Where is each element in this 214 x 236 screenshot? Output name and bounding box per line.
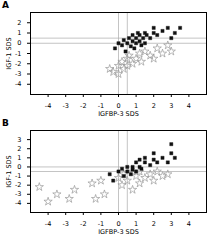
svg-text:-3: -3 bbox=[15, 190, 21, 198]
svg-text:1: 1 bbox=[17, 29, 21, 37]
svg-text:-1: -1 bbox=[97, 220, 105, 229]
svg-text:-3: -3 bbox=[15, 70, 21, 78]
svg-text:IGF-1 SDS: IGF-1 SDS bbox=[5, 37, 13, 70]
svg-text:3: 3 bbox=[169, 220, 173, 228]
html-text:B: B bbox=[2, 118, 9, 128]
svg-text:0: 0 bbox=[116, 102, 121, 111]
svg-text:-3: -3 bbox=[62, 102, 68, 110]
svg-text:-2: -2 bbox=[15, 60, 21, 68]
svg-text:-4: -4 bbox=[45, 220, 51, 228]
svg-text:IGFBP-3 SDS: IGFBP-3 SDS bbox=[98, 228, 139, 236]
svg-text:-3: -3 bbox=[62, 220, 68, 228]
svg-text:IGF-1 SDS: IGF-1 SDS bbox=[5, 155, 13, 188]
svg-text:IGFBP-3 SDS: IGFBP-3 SDS bbox=[98, 110, 139, 118]
svg-text:1: 1 bbox=[134, 220, 139, 229]
svg-text:-4: -4 bbox=[15, 80, 21, 88]
svg-text:-2: -2 bbox=[80, 102, 86, 110]
svg-text:4: 4 bbox=[187, 220, 191, 228]
svg-text:0: 0 bbox=[116, 220, 121, 229]
svg-text:0: 0 bbox=[17, 163, 21, 171]
svg-text:-2: -2 bbox=[15, 181, 21, 189]
svg-text:-4: -4 bbox=[15, 199, 21, 207]
svg-text:3: 3 bbox=[169, 102, 173, 110]
svg-text:-4: -4 bbox=[45, 102, 51, 110]
svg-text:-1: -1 bbox=[15, 50, 21, 58]
svg-text:2: 2 bbox=[17, 145, 21, 153]
svg-text:-2: -2 bbox=[80, 220, 86, 228]
svg-text:0: 0 bbox=[17, 39, 21, 47]
svg-text:1: 1 bbox=[17, 154, 21, 162]
svg-text:3: 3 bbox=[17, 136, 21, 144]
svg-text:2: 2 bbox=[152, 102, 156, 110]
svg-text:4: 4 bbox=[187, 102, 191, 110]
svg-text:2: 2 bbox=[152, 220, 156, 228]
svg-text:-1: -1 bbox=[15, 172, 21, 180]
html-text:A: A bbox=[2, 0, 9, 10]
svg-text:1: 1 bbox=[134, 102, 139, 111]
svg-text:2: 2 bbox=[17, 19, 21, 27]
svg-text:-1: -1 bbox=[97, 102, 105, 111]
